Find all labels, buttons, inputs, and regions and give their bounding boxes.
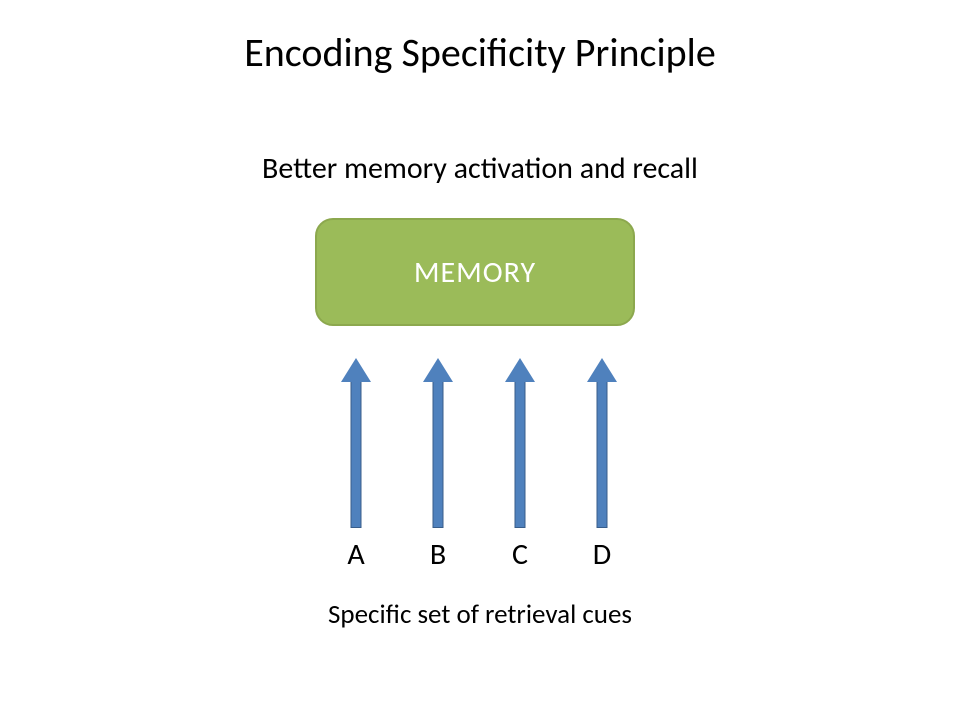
arrow-shaft bbox=[433, 382, 444, 528]
caption-text: Specific set of retrieval cues bbox=[0, 598, 960, 631]
arrow-head-icon bbox=[423, 358, 453, 382]
arrow-up-2 bbox=[505, 358, 535, 528]
arrow-up-1 bbox=[423, 358, 453, 528]
diagram-stage: Encoding Specificity Principle Better me… bbox=[0, 0, 960, 720]
arrow-shaft bbox=[515, 382, 526, 528]
arrow-up-0 bbox=[341, 358, 371, 528]
cue-label-b: B bbox=[418, 536, 458, 573]
arrow-head-icon bbox=[587, 358, 617, 382]
arrow-up-3 bbox=[587, 358, 617, 528]
arrow-head-icon bbox=[341, 358, 371, 382]
cue-label-d: D bbox=[582, 536, 622, 573]
subtitle-text: Better memory activation and recall bbox=[0, 150, 960, 187]
arrow-shaft bbox=[597, 382, 608, 528]
arrow-shaft bbox=[351, 382, 362, 528]
memory-node-label: MEMORY bbox=[414, 254, 536, 291]
memory-node: MEMORY bbox=[315, 218, 635, 326]
arrow-head-icon bbox=[505, 358, 535, 382]
cue-label-c: C bbox=[500, 536, 540, 573]
page-title: Encoding Specificity Principle bbox=[0, 28, 960, 77]
cue-label-a: A bbox=[336, 536, 376, 573]
